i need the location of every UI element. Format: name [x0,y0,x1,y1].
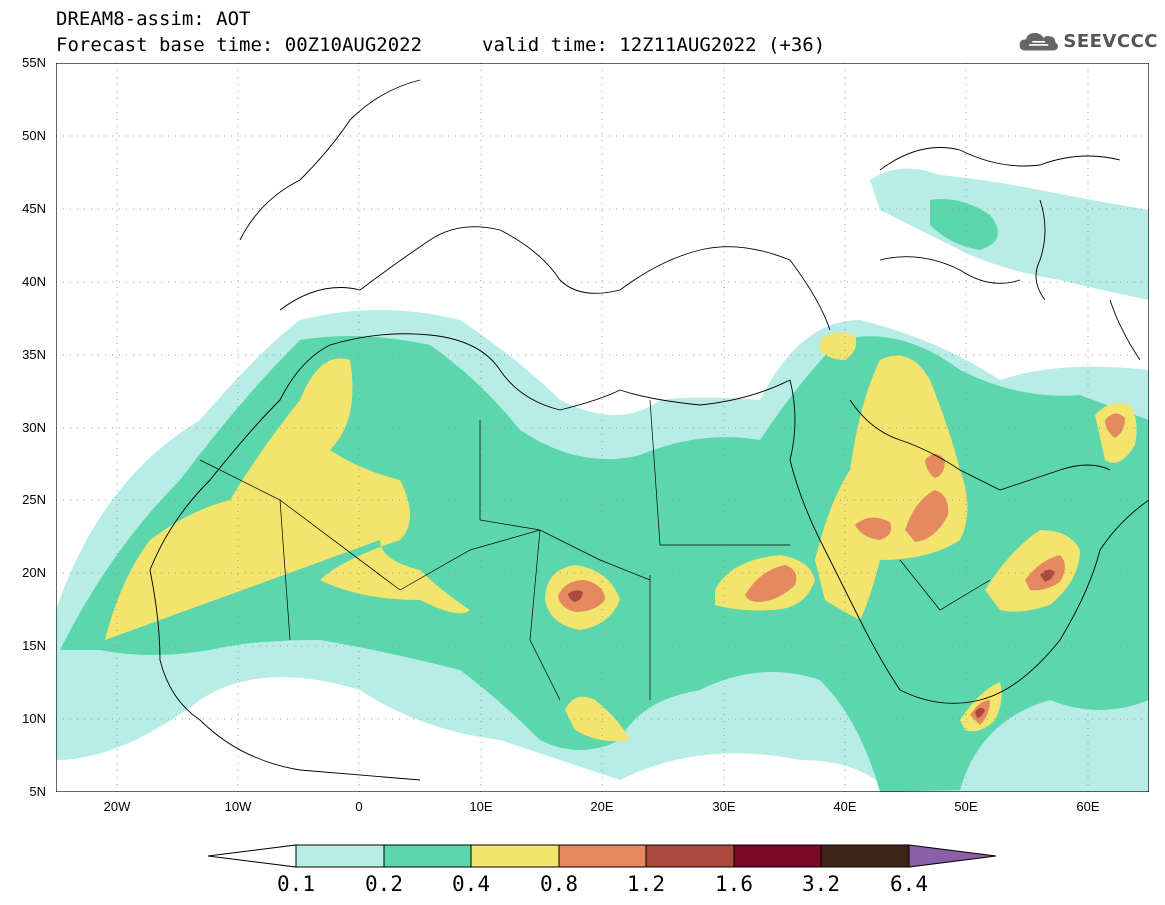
lat-label: 15N [22,638,46,653]
lon-label: 50E [954,799,978,814]
seevccc-logo: SEEVCCC [1018,24,1158,58]
aot-band-0.4 [105,332,1137,742]
lat-label: 10N [22,711,46,726]
colorbar-label: 1.6 [715,872,753,896]
lat-label: 50N [22,128,46,143]
lon-label: 20W [103,799,131,814]
colorbar-high-triangle [908,844,997,868]
colorbar-label: 1.2 [627,872,665,896]
lon-label: 20E [590,799,614,814]
lat-label: 40N [22,274,46,289]
lat-label: 45N [22,201,46,216]
colorbar-label: 0.2 [365,872,403,896]
lat-label: 35N [22,347,46,362]
country-borders [199,399,991,701]
lat-label: 25N [22,492,46,507]
aot-band-0.8 [558,413,1125,725]
cloud-icon [1019,33,1058,51]
logo-text: SEEVCCC [1063,30,1158,52]
lat-label: 30N [22,420,46,435]
colorbar-label: 0.1 [277,872,315,896]
graticule [56,63,1149,792]
lat-label: 20N [22,565,46,580]
colorbar-label: 0.4 [452,872,490,896]
coastlines [149,79,1149,781]
valid-time: valid time: 12Z11AUG2022 (+36) [482,34,826,56]
colorbar-swatch-5 [645,844,735,868]
colorbar-swatch-2 [383,844,472,868]
lon-label: 10E [469,799,493,814]
colorbar-swatch-6 [733,844,822,868]
colorbar-low-triangle [207,844,297,868]
lon-label: 10W [224,799,252,814]
map-title: DREAM8-assim: AOT [56,8,251,30]
lon-label: 0 [355,799,363,814]
colorbar-swatch-7 [820,844,910,868]
lat-label: 5N [29,784,46,799]
colorbar-swatch-1 [295,844,385,868]
colorbar-label: 3.2 [802,872,840,896]
lat-label: 55N [22,55,46,70]
colorbar [207,844,997,868]
forecast-base-time: Forecast base time: 00Z10AUG2022 [56,34,423,56]
colorbar-label: 6.4 [890,872,928,896]
lon-label: 30E [712,799,736,814]
colorbar-swatch-3 [470,844,560,868]
lon-label: 60E [1076,799,1100,814]
colorbar-swatch-4 [558,844,647,868]
colorbar-label: 0.8 [540,872,578,896]
lon-label: 40E [833,799,857,814]
